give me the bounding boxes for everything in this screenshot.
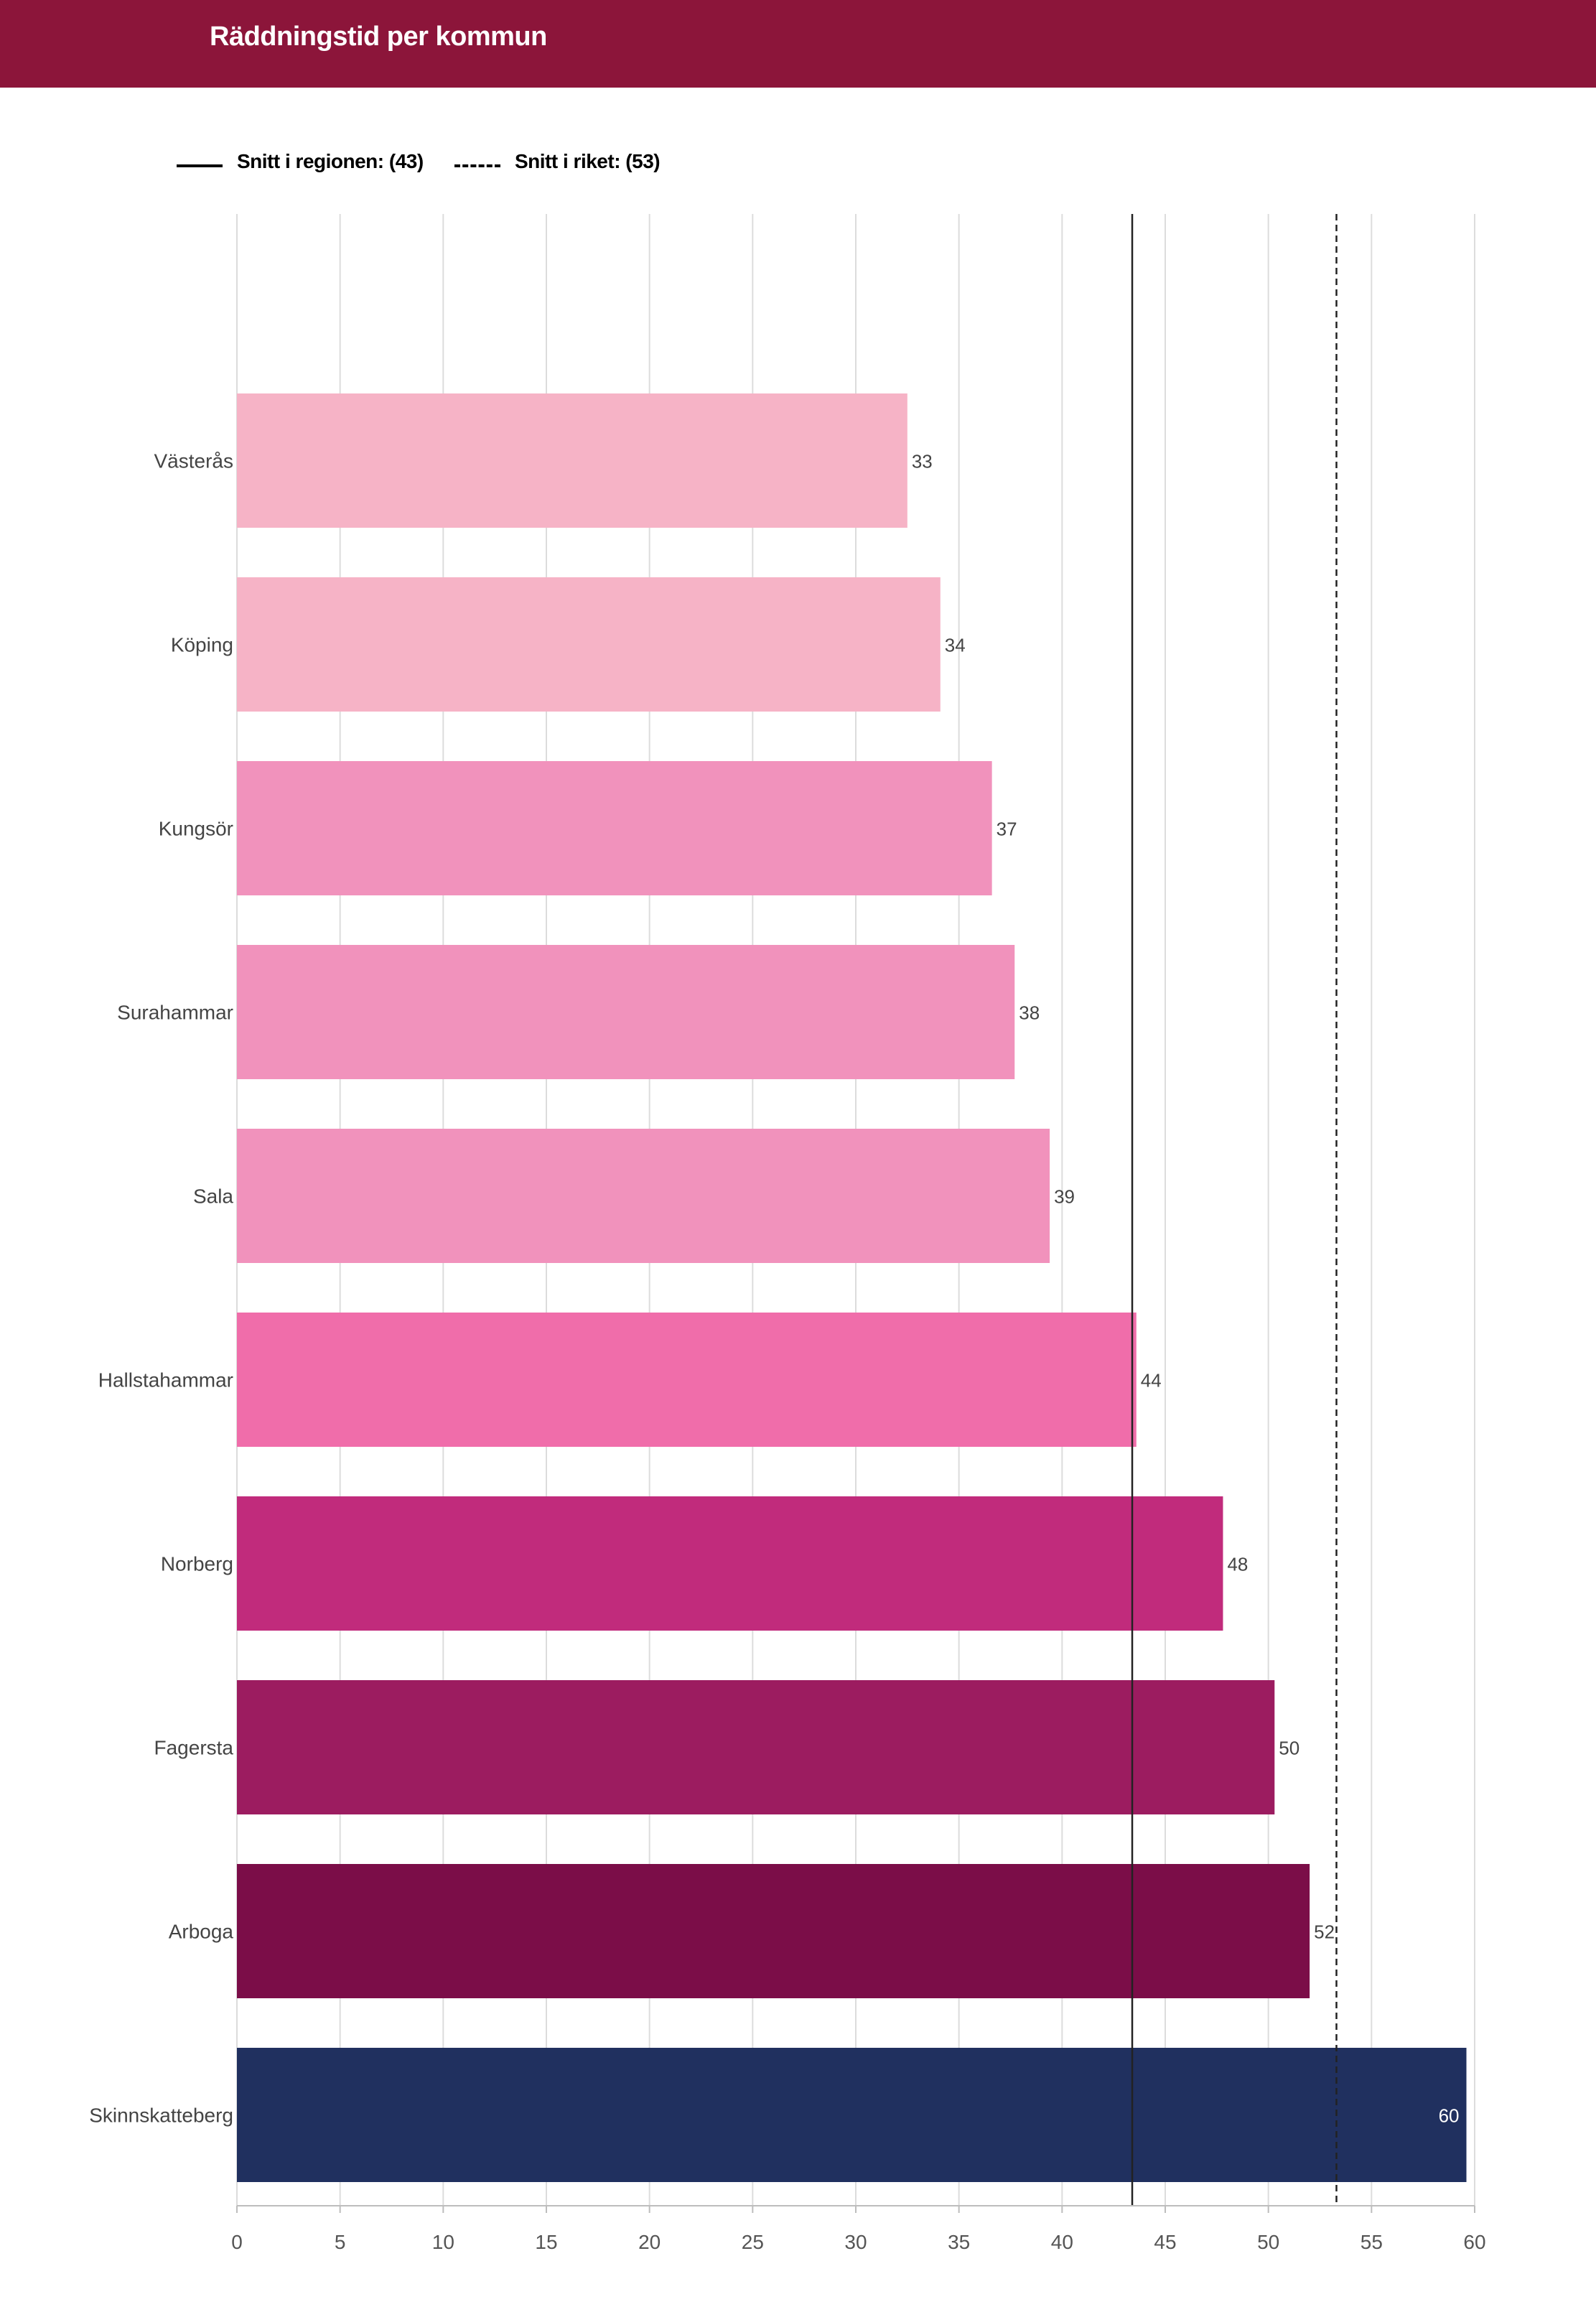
bar-kungs-r [237, 761, 992, 895]
reference-lines [1131, 214, 1338, 2206]
category-label: Hallstahammar [98, 1369, 233, 1392]
value-label: 52 [1314, 1921, 1335, 1943]
dashed-line-swatch [454, 164, 500, 167]
value-label: 48 [1227, 1554, 1248, 1575]
x-tick-label-10: 10 [432, 2231, 454, 2253]
x-axis: 0 5 10 15 20 25 30 35 40 45 50 55 60 [231, 2205, 1486, 2253]
x-tick-label-25: 25 [742, 2231, 764, 2253]
bar-hallstahammar [237, 1313, 1137, 1447]
value-label: 44 [1141, 1370, 1162, 1392]
category-label: Arboga [169, 1921, 234, 1943]
value-label: 34 [945, 635, 966, 656]
value-label: 60 [1439, 2105, 1460, 2127]
x-tick-label-50: 50 [1257, 2231, 1279, 2253]
bar-arboga [237, 1864, 1310, 1998]
category-label: Sala [193, 1185, 233, 1208]
category-label: Kungsör [159, 818, 233, 840]
bar-fagersta [237, 1680, 1275, 1814]
value-label: 38 [1019, 1002, 1040, 1024]
bars [237, 393, 1467, 2182]
bar-skinnskatteberg [237, 2048, 1467, 2182]
bar-sala [237, 1129, 1050, 1263]
category-label: Surahammar [117, 1002, 233, 1024]
bar-v-ster-s [237, 393, 907, 528]
legend-label-national: Snitt i riket: (53) [515, 150, 661, 172]
x-tick-label-20: 20 [638, 2231, 661, 2253]
x-tick-label-45: 45 [1154, 2231, 1176, 2253]
x-tick-label-5: 5 [335, 2231, 346, 2253]
category-label: Västerås [154, 450, 234, 472]
chart-header: Räddningstid per kommun [0, 0, 1596, 88]
category-label: Köping [171, 634, 233, 656]
x-tick-label-15: 15 [535, 2231, 557, 2253]
category-label: Fagersta [154, 1737, 234, 1759]
bar-norberg [237, 1496, 1223, 1631]
value-label: 37 [997, 819, 1017, 840]
x-tick-label-40: 40 [1051, 2231, 1073, 2253]
legend-label-region: Snitt i regionen: (43) [237, 150, 424, 172]
category-label: Skinnskatteberg [89, 2105, 233, 2127]
bar-surahammar [237, 945, 1015, 1079]
x-tick-label-30: 30 [844, 2231, 867, 2253]
category-label: Norberg [161, 1553, 233, 1575]
bar-k-ping [237, 577, 941, 712]
x-tick-label-55: 55 [1361, 2231, 1383, 2253]
value-label: 50 [1279, 1738, 1299, 1759]
chart-title: Räddningstid per kommun [210, 22, 547, 52]
value-label: 39 [1054, 1186, 1075, 1208]
solid-line-swatch [177, 164, 223, 167]
x-tick-label-35: 35 [948, 2231, 970, 2253]
x-tick-label-0: 0 [231, 2231, 243, 2253]
labels: Västerås 33 Köping 34 Kungsör 37 Surahammar 38 S… [89, 450, 1459, 2127]
x-tick-label-60: 60 [1463, 2231, 1485, 2253]
value-label: 33 [912, 451, 933, 472]
